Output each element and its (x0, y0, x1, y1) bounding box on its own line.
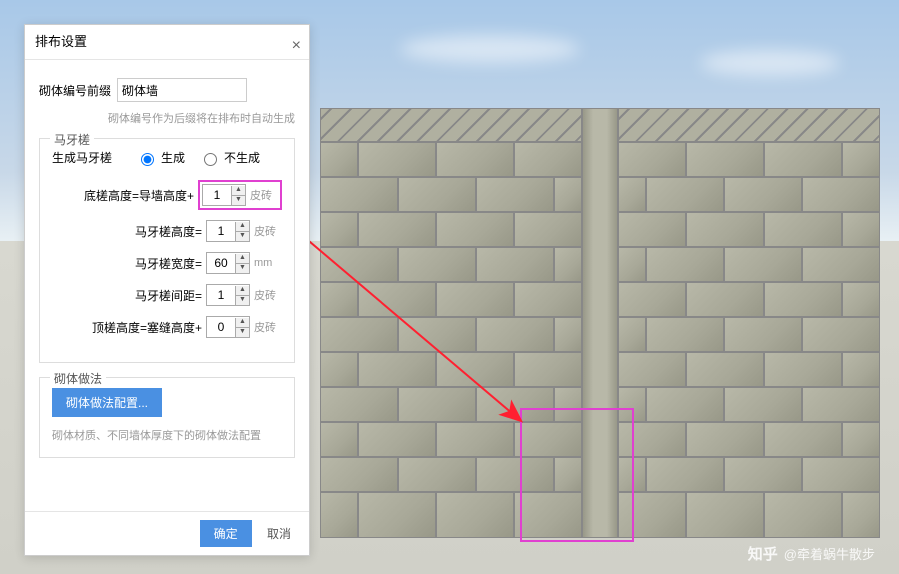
param-row-0: 底槎高度=导墙高度+▲▼皮砖 (52, 180, 282, 210)
chevron-down-icon[interactable]: ▼ (236, 232, 249, 241)
param-label: 底槎高度=导墙高度+ (52, 187, 194, 204)
param-input[interactable] (207, 254, 235, 272)
cloud (700, 50, 840, 76)
radio-generate-input[interactable] (141, 153, 154, 166)
radio-no-generate-input[interactable] (204, 153, 217, 166)
param-label: 马牙槎宽度= (52, 255, 202, 272)
mayacha-legend: 马牙槎 (50, 131, 94, 148)
param-input[interactable] (207, 222, 235, 240)
chevron-down-icon[interactable]: ▼ (236, 296, 249, 305)
param-row-3: 马牙槎间距=▲▼皮砖 (52, 284, 282, 306)
param-spinner[interactable]: ▲▼ (206, 220, 250, 242)
chevron-down-icon[interactable]: ▼ (236, 328, 249, 337)
param-row-2: 马牙槎宽度=▲▼mm (52, 252, 282, 274)
wall-highlight-box (520, 408, 634, 542)
param-row-4: 顶槎高度=塞缝高度+▲▼皮砖 (52, 316, 282, 338)
chevron-up-icon[interactable]: ▲ (236, 286, 249, 296)
method-config-button[interactable]: 砌体做法配置... (52, 388, 162, 417)
param-spinner[interactable]: ▲▼ (202, 184, 246, 206)
prefix-label: 砌体编号前缀 (39, 82, 111, 99)
method-fieldset: 砌体做法 砌体做法配置... 砌体材质、不同墙体厚度下的砌体做法配置 (39, 377, 295, 458)
param-unit: mm (254, 257, 282, 269)
dialog-title: 排布设置 (35, 34, 87, 49)
radio-no-generate[interactable]: 不生成 (199, 149, 260, 166)
param-row-1: 马牙槎高度=▲▼皮砖 (52, 220, 282, 242)
param-label: 顶槎高度=塞缝高度+ (52, 319, 202, 336)
param-unit: 皮砖 (250, 187, 278, 203)
ok-button[interactable]: 确定 (200, 520, 252, 547)
chevron-up-icon[interactable]: ▲ (232, 186, 245, 196)
generate-label: 生成马牙槎 (52, 149, 112, 166)
chevron-down-icon[interactable]: ▼ (236, 264, 249, 273)
param-unit: 皮砖 (254, 319, 282, 335)
chevron-up-icon[interactable]: ▲ (236, 254, 249, 264)
radio-generate[interactable]: 生成 (136, 149, 185, 166)
prefix-input[interactable] (117, 78, 247, 102)
watermark-author: @牵着蜗牛散步 (784, 544, 875, 563)
cloud (400, 35, 580, 63)
param-unit: 皮砖 (254, 223, 282, 239)
param-label: 马牙槎高度= (52, 223, 202, 240)
param-spinner[interactable]: ▲▼ (206, 284, 250, 306)
cancel-button[interactable]: 取消 (261, 524, 297, 543)
chevron-up-icon[interactable]: ▲ (236, 318, 249, 328)
scene-background: /*rows generated below visually*/ 排布设置 × (0, 0, 899, 574)
layout-settings-dialog: 排布设置 × 砌体编号前缀 砌体编号作为后缀将在排布时自动生成 马牙槎 生成马牙… (24, 24, 310, 556)
param-input[interactable] (203, 186, 231, 204)
param-unit: 皮砖 (254, 287, 282, 303)
param-input[interactable] (207, 318, 235, 336)
dialog-header: 排布设置 × (25, 25, 309, 60)
param-spinner[interactable]: ▲▼ (206, 316, 250, 338)
zhihu-logo: 知乎 (748, 543, 778, 564)
prefix-hint: 砌体编号作为后缀将在排布时自动生成 (39, 110, 295, 126)
param-input[interactable] (207, 286, 235, 304)
watermark: 知乎 @牵着蜗牛散步 (748, 543, 875, 564)
chevron-down-icon[interactable]: ▼ (232, 196, 245, 205)
method-hint: 砌体材质、不同墙体厚度下的砌体做法配置 (52, 427, 282, 443)
mayacha-fieldset: 马牙槎 生成马牙槎 生成 不生成 底槎高度=导墙高度+▲▼皮砖马牙槎高度=▲▼皮… (39, 138, 295, 363)
param-spinner[interactable]: ▲▼ (206, 252, 250, 274)
chevron-up-icon[interactable]: ▲ (236, 222, 249, 232)
param-label: 马牙槎间距= (52, 287, 202, 304)
close-icon[interactable]: × (292, 29, 301, 63)
method-legend: 砌体做法 (50, 370, 106, 387)
dialog-footer: 确定 取消 (25, 511, 309, 555)
